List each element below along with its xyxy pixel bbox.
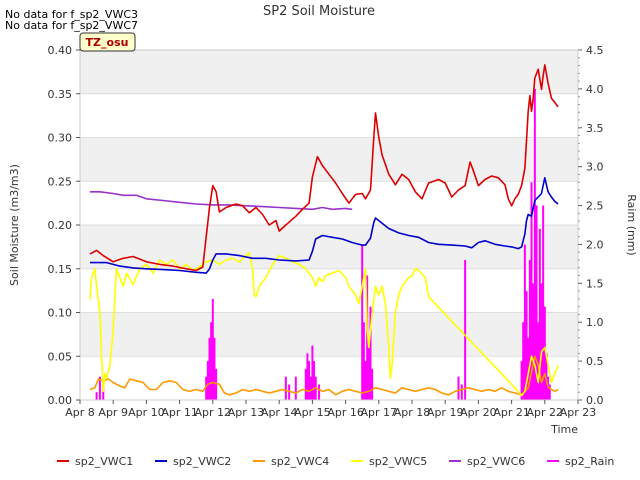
legend-label-sp2_VWC4: sp2_VWC4 — [271, 455, 329, 468]
y2-tick-label: 2.5 — [586, 200, 604, 213]
plot-band — [80, 50, 578, 94]
x-tick-label: Apr 13 — [228, 406, 265, 419]
y-tick-label: 0.10 — [48, 307, 73, 320]
x-tick-label: Apr 20 — [460, 406, 497, 419]
x-tick-label: Apr 15 — [294, 406, 331, 419]
legend-label-sp2_Rain: sp2_Rain — [565, 455, 614, 468]
y2-tick-label: 4.0 — [586, 83, 604, 96]
y-tick-label: 0.35 — [48, 88, 73, 101]
x-tick-label: Apr 8 — [65, 406, 95, 419]
legend-label-sp2_VWC2: sp2_VWC2 — [173, 455, 231, 468]
y-tick-label: 0.30 — [48, 132, 73, 145]
chart-title: SP2 Soil Moisture — [263, 4, 375, 19]
site-badge-box — [79, 32, 136, 52]
series-line-sp2_VWC1 — [89, 64, 559, 272]
y-tick-label: 0.40 — [48, 44, 73, 57]
y-tick-label: 0.00 — [48, 394, 73, 407]
x-tick-label: Apr 18 — [394, 406, 431, 419]
y-tick-label: 0.15 — [48, 263, 73, 276]
y-axis-right: 0.0 0.5 1.0 1.5 2.0 2.5 3.0 3.5 4.0 4.5 — [578, 44, 604, 407]
series-layer — [89, 64, 559, 400]
x-tick-label: Apr 12 — [195, 406, 232, 419]
y-tick-label: 0.05 — [48, 350, 73, 363]
x-tick-label: Apr 9 — [98, 406, 128, 419]
x-tick-label: Apr 22 — [527, 406, 564, 419]
plot-band — [80, 312, 578, 357]
site-badge-text: TZ_osu — [86, 36, 129, 49]
y2-tick-label: 4.5 — [586, 44, 604, 57]
x-tick-label: Apr 11 — [161, 406, 198, 419]
legend-label-sp2_VWC1: sp2_VWC1 — [75, 455, 133, 468]
x-tick-label: Apr 19 — [427, 406, 464, 419]
x-tick-label: Apr 21 — [493, 406, 530, 419]
x-tick-label: Apr 16 — [327, 406, 364, 419]
y2-tick-label: 1.0 — [586, 316, 604, 329]
y2-tick-label: 3.5 — [586, 122, 604, 135]
y2-tick-label: 0.5 — [586, 355, 604, 368]
y2-tick-label: 1.5 — [586, 277, 604, 290]
x-tick-label: Apr 23 — [560, 406, 597, 419]
x-axis-label: Time — [550, 423, 578, 436]
x-tick-label: Apr 14 — [261, 406, 298, 419]
plot-background — [80, 50, 578, 357]
series-line-sp2_VWC5 — [89, 252, 559, 397]
legend-label-sp2_VWC6: sp2_VWC6 — [467, 455, 525, 468]
y-tick-label: 0.25 — [48, 175, 73, 188]
y-axis-label: Soil Moisture (m3/m3) — [8, 164, 21, 286]
y2-tick-label: 3.0 — [586, 161, 604, 174]
y-axis-left: 0.00 0.05 0.10 0.15 0.20 0.25 0.30 0.35 0.40 — [48, 44, 80, 407]
plot-band — [80, 225, 578, 269]
x-tick-label: Apr 10 — [128, 406, 165, 419]
legend-label-sp2_VWC5: sp2_VWC5 — [369, 455, 427, 468]
x-tick-label: Apr 17 — [361, 406, 398, 419]
legend: sp2_VWC1 sp2_VWC2 sp2_VWC4 sp2_VWC5 sp2_VWC6… — [57, 455, 614, 468]
no-data-note-1: No data for f_sp2_VWC3 — [5, 8, 138, 21]
series-line-sp2_VWC4 — [89, 355, 559, 396]
y2-axis-label: Raim (mm) — [625, 194, 638, 255]
series-line-sp2_VWC6 — [90, 191, 353, 211]
y2-tick-label: 2.0 — [586, 238, 604, 251]
no-data-note-2: No data for f_sp2_VWC7 — [5, 19, 138, 32]
series-line-sp2_VWC2 — [90, 177, 559, 274]
y-tick-label: 0.20 — [48, 219, 73, 232]
site-badge: TZ_osu — [79, 32, 136, 52]
y2-tick-label: 0.0 — [586, 394, 604, 407]
